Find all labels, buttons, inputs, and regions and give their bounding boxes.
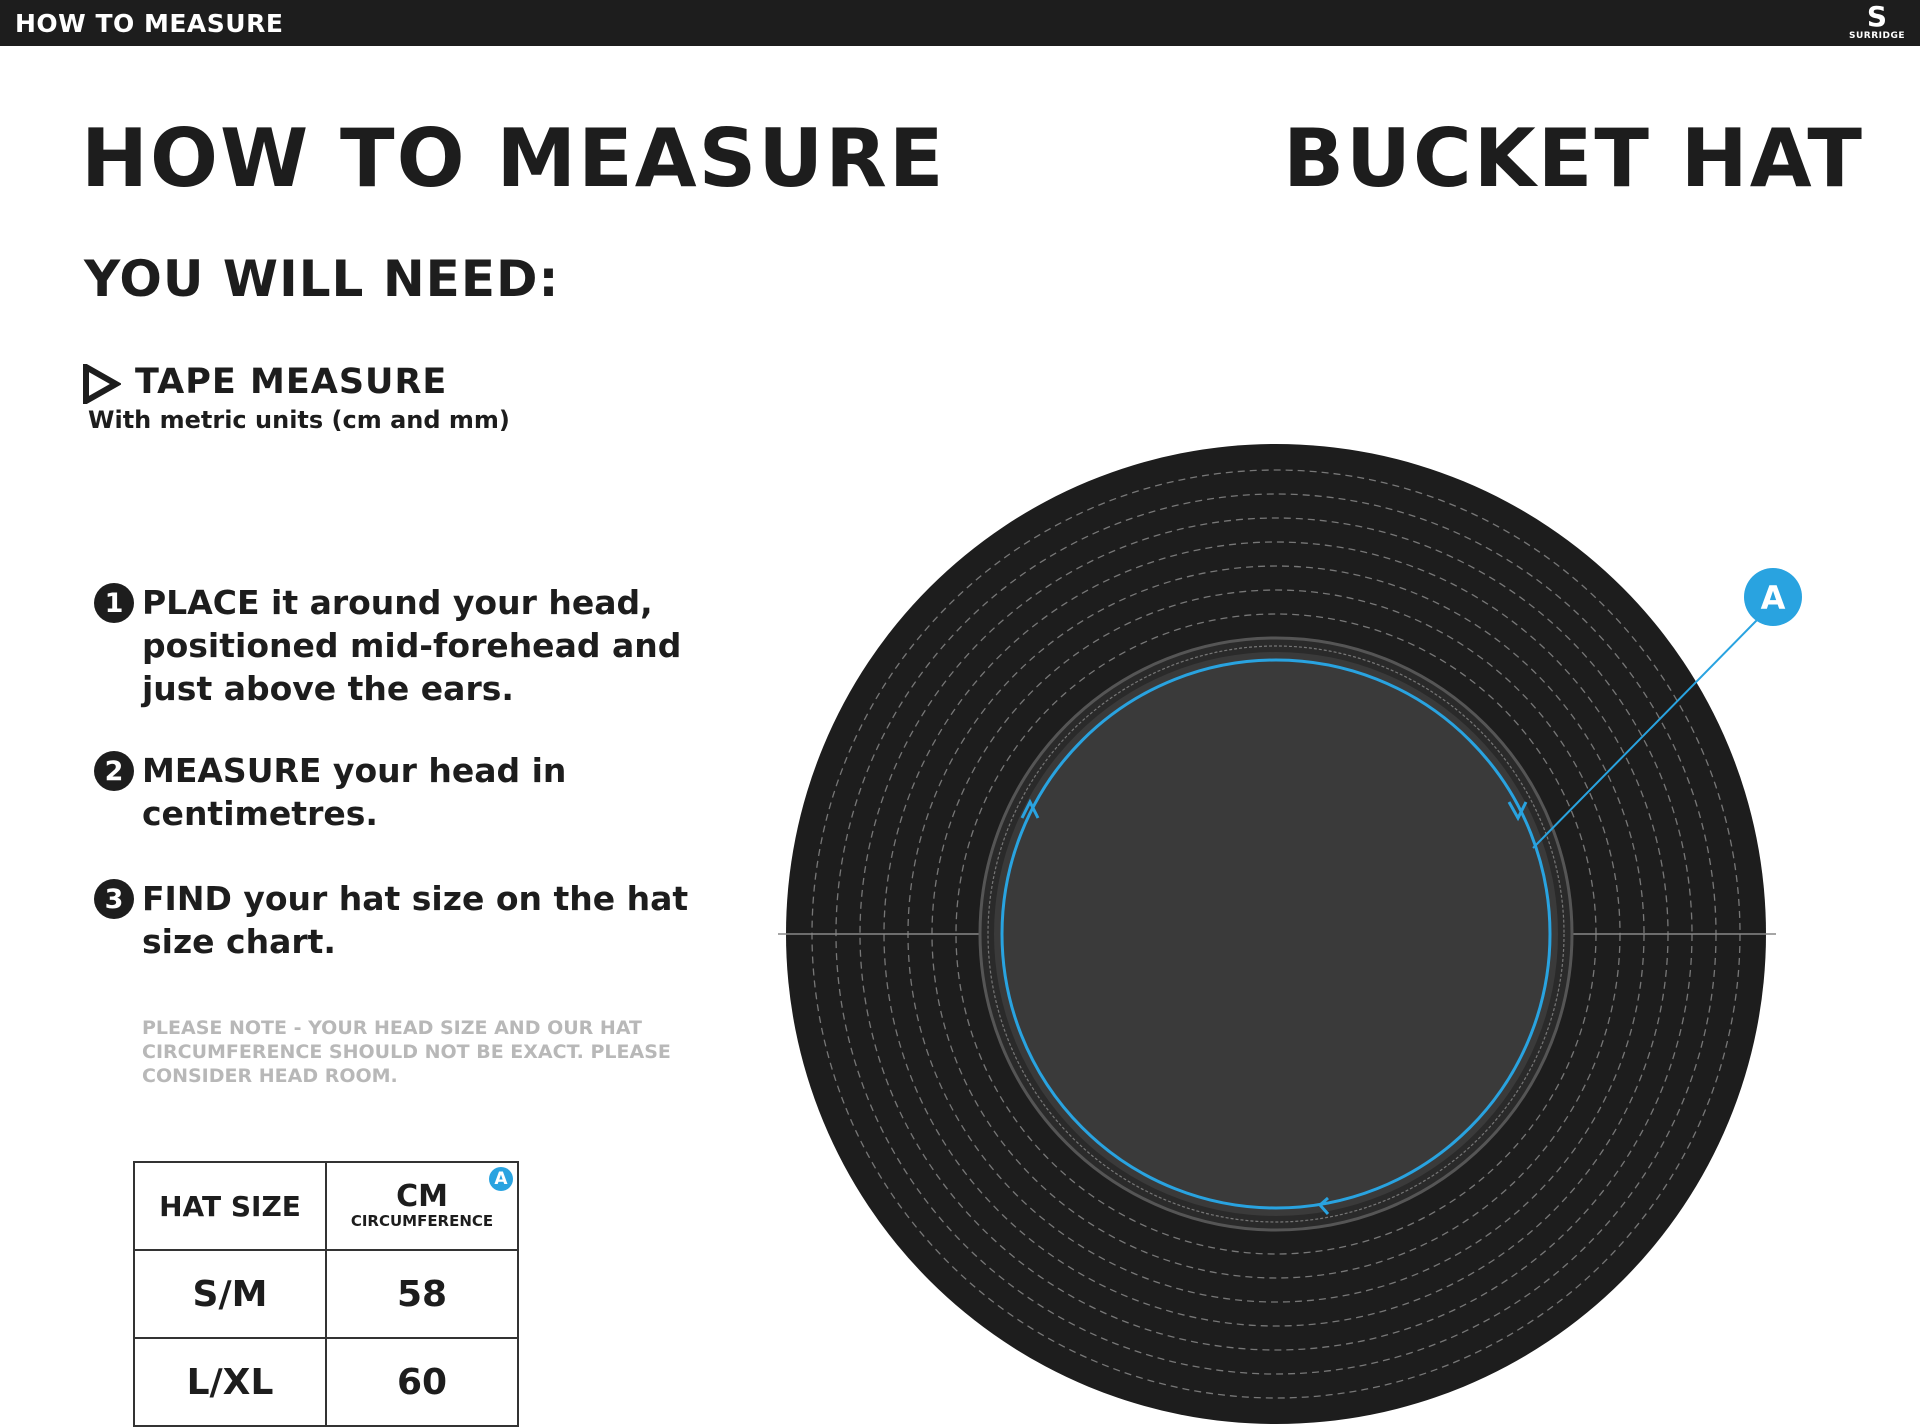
- step-number: 2: [94, 751, 134, 791]
- arrow-icon: [1317, 1196, 1330, 1215]
- arrow-icon: [1507, 801, 1528, 822]
- size-cell: S/M: [133, 1249, 327, 1339]
- play-triangle-icon: [83, 364, 121, 404]
- tape-measure-sub: With metric units (cm and mm): [88, 406, 510, 434]
- marker-a-badge: A: [489, 1167, 513, 1191]
- marker-a: [1744, 568, 1802, 626]
- step-number: 1: [94, 583, 134, 623]
- page-title: HOW TO MEASURE: [81, 112, 946, 205]
- header-title: HOW TO MEASURE: [15, 9, 284, 38]
- product-title: BUCKET HAT: [1283, 112, 1864, 205]
- leader-line: [1532, 619, 1758, 849]
- size-chart: HAT SIZE CM CIRCUMFERENCE A S/M 58 L/XL …: [133, 1161, 519, 1427]
- marker-a-label: A: [1761, 579, 1786, 617]
- arrow-icon: [1020, 798, 1040, 819]
- note-text: PLEASE NOTE - YOUR HEAD SIZE AND OUR HAT…: [142, 1017, 671, 1087]
- step-text: MEASURE your head in centimetres.: [142, 751, 567, 833]
- step-3: 3 FIND your hat size on the hat size cha…: [94, 877, 702, 963]
- size-cell: L/XL: [133, 1337, 327, 1427]
- measure-circle: [1000, 658, 1552, 1210]
- hat-crown: [994, 652, 1558, 1216]
- step-number: 3: [94, 879, 134, 919]
- surridge-logo: S SURRIDGE: [1848, 0, 1905, 42]
- top-bar: HOW TO MEASURE S SURRIDGE: [0, 0, 1920, 46]
- step-1: 1 PLACE it around your head, positioned …: [94, 581, 702, 710]
- step-2: 2 MEASURE your head in centimetres.: [94, 749, 582, 835]
- cm-cell: 58: [325, 1249, 519, 1339]
- step-text: FIND your hat size on the hat size chart…: [142, 879, 689, 961]
- tape-measure-label: TAPE MEASURE: [135, 362, 448, 402]
- table-row: S/M 58: [133, 1249, 519, 1339]
- table-row: L/XL 60: [133, 1337, 519, 1427]
- step-text: PLACE it around your head, positioned mi…: [142, 583, 682, 708]
- cm-cell: 60: [325, 1337, 519, 1427]
- header-cm: CM CIRCUMFERENCE A: [325, 1161, 519, 1251]
- you-will-need-heading: YOU WILL NEED:: [84, 250, 560, 308]
- header-hat-size: HAT SIZE: [133, 1161, 327, 1251]
